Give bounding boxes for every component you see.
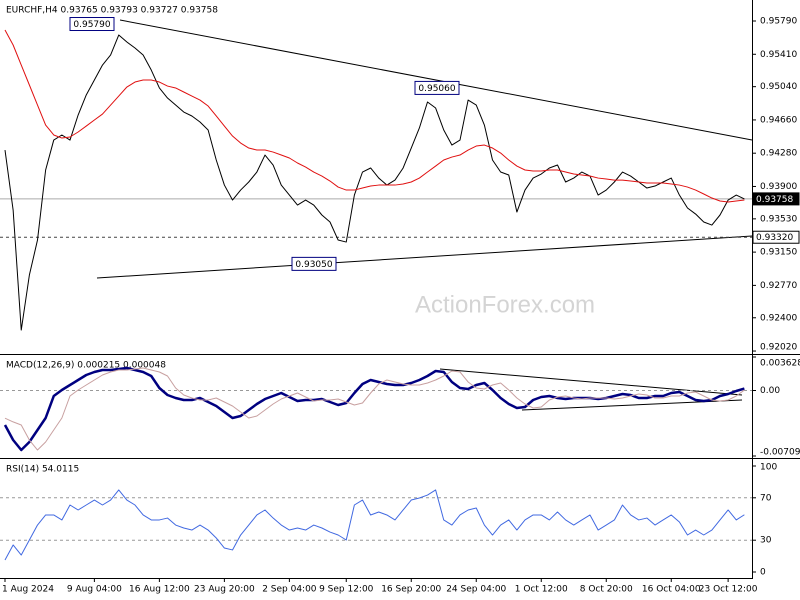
series-line	[4, 29, 745, 203]
y-tick-label: 0.92770	[760, 281, 797, 291]
series-line	[4, 489, 745, 561]
annotation-box	[414, 80, 460, 95]
y-tick-label: 0.95410	[760, 50, 797, 60]
x-tick-label: 16 Aug 12:00	[129, 585, 190, 595]
x-tick-label: 9 Sep 12:00	[319, 585, 374, 595]
y-tick-label: -0.007093	[760, 448, 800, 458]
y-tick-label: 0.00	[760, 386, 780, 396]
y-tick-label: 70	[760, 493, 772, 503]
price-level-box	[752, 230, 800, 244]
x-tick-label: 23 Oct 12:00	[699, 585, 758, 595]
panel-title: EURCHF,H4 0.93765 0.93793 0.93727 0.9375…	[6, 6, 218, 16]
price-level-box	[752, 192, 800, 206]
series-line	[3, 366, 745, 452]
x-tick-label: 16 Oct 04:00	[642, 585, 701, 595]
trendline	[96, 235, 753, 279]
y-tick-label: 0	[760, 568, 766, 578]
y-tick-label: 0.003628	[760, 359, 800, 369]
annotation-label: 0.95060	[418, 84, 455, 94]
series-line	[4, 367, 745, 451]
annotation-label: 0.95790	[73, 20, 110, 30]
x-tick-label: 1 Aug 2024	[2, 585, 54, 595]
trendline	[119, 19, 753, 141]
price-level-label: 0.93320	[756, 233, 793, 243]
x-tick-label: 2 Sep 04:00	[262, 585, 317, 595]
panel-title: RSI(14) 54.0115	[6, 465, 79, 475]
panel-title: MACD(12,26,9) 0.000215 0.000048	[6, 361, 166, 371]
x-tick-label: 23 Aug 20:00	[194, 585, 255, 595]
x-tick-label: 8 Oct 20:00	[580, 585, 633, 595]
annotation-box	[291, 256, 337, 271]
price-level-label: 0.93758	[756, 195, 793, 205]
y-tick-label: 0.94280	[760, 149, 797, 159]
x-tick-label: 16 Sep 20:00	[381, 585, 441, 595]
x-tick-label: 9 Aug 04:00	[67, 585, 122, 595]
annotation-label: 0.93050	[295, 260, 332, 270]
y-tick-label: 0.93150	[760, 248, 797, 258]
y-tick-label: 0.93530	[760, 214, 797, 224]
y-tick-label: 0.93900	[760, 182, 797, 192]
series-line	[4, 34, 745, 331]
y-tick-label: 0.92020	[760, 343, 797, 353]
y-tick-label: 100	[760, 463, 777, 473]
y-tick-label: 30	[760, 536, 772, 546]
x-tick-label: 1 Oct 12:00	[515, 585, 568, 595]
watermark: ActionForex.com	[415, 291, 595, 318]
annotation-box	[69, 17, 115, 32]
y-tick-label: 0.94660	[760, 115, 797, 125]
x-tick-label: 24 Sep 04:00	[446, 585, 506, 595]
y-tick-label: 0.95040	[760, 82, 797, 92]
y-tick-label: 0.92400	[760, 313, 797, 323]
y-tick-label: 0.95790	[760, 17, 797, 27]
